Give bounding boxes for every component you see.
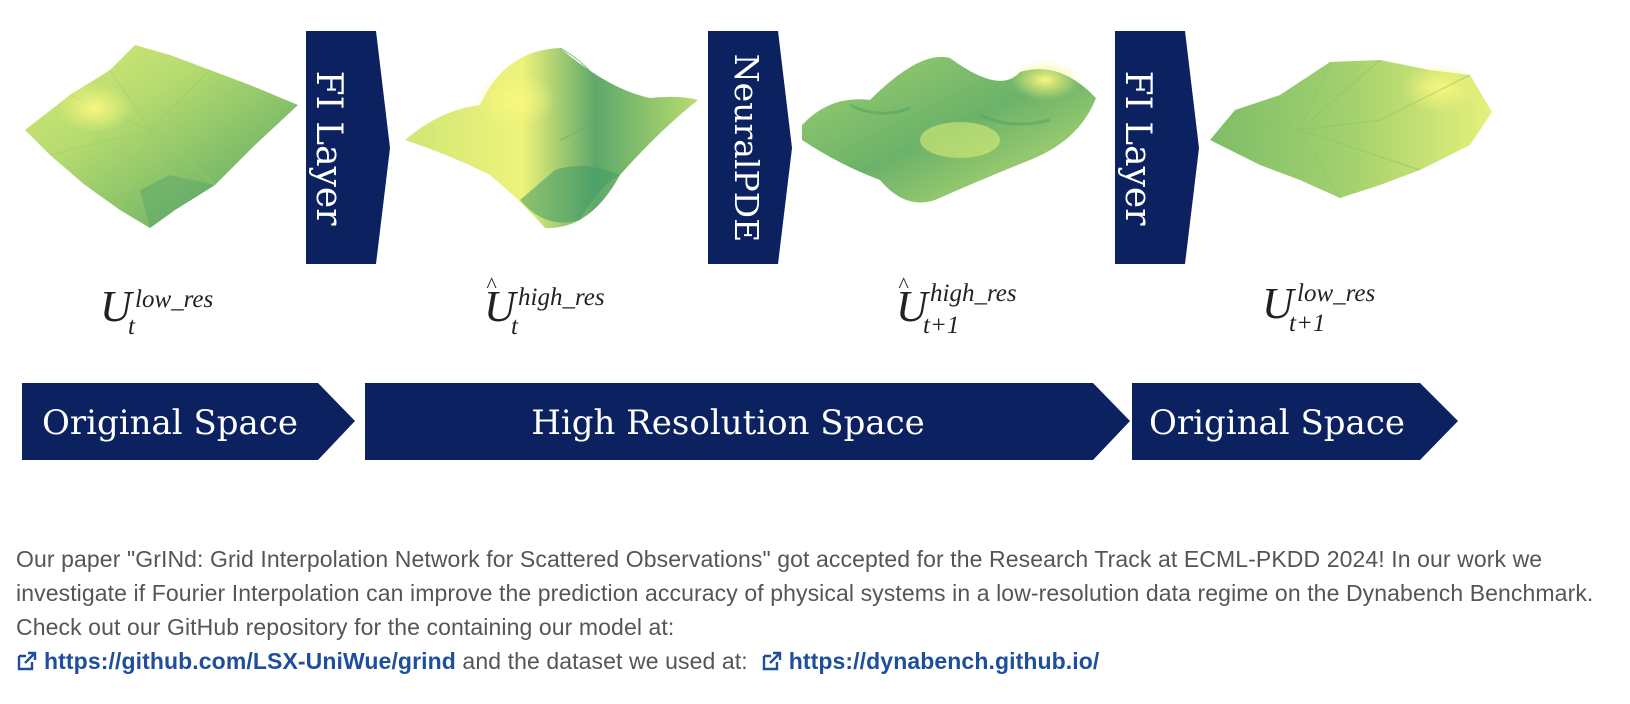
grind-pipeline-diagram: FI Layer NeuralPDE FI Layer U low_res t … — [22, 31, 1492, 460]
fi-layer-label-1: FI Layer — [308, 71, 349, 227]
fi-layer-label-2: FI Layer — [1117, 71, 1158, 227]
github-repo-link-text: https://github.com/LSX-UniWue/grind — [44, 648, 456, 674]
state-label-3: U ^ high_res t+1 — [896, 272, 1017, 339]
svg-text:U: U — [896, 282, 931, 331]
svg-text:U: U — [100, 282, 135, 331]
dynabench-link-text: https://dynabench.github.io/ — [788, 648, 1100, 674]
fi-layer-block-1: FI Layer — [306, 31, 390, 264]
svg-text:High Resolution Space: High Resolution Space — [531, 403, 925, 443]
caption-text-dataset: and the dataset we used at: — [462, 648, 748, 674]
state-label-2: U ^ high_res t — [484, 272, 605, 340]
svg-text:t: t — [128, 313, 136, 340]
svg-text:high_res: high_res — [930, 280, 1017, 307]
dynabench-link[interactable]: https://dynabench.github.io/ — [761, 648, 1100, 674]
svg-text:low_res: low_res — [135, 286, 213, 313]
neuralpde-label: NeuralPDE — [727, 54, 766, 242]
fi-layer-block-2: FI Layer — [1115, 31, 1199, 264]
svg-text:U: U — [484, 282, 519, 331]
svg-text:Original Space: Original Space — [1149, 403, 1405, 443]
state-label-1: U low_res t — [100, 282, 213, 340]
svg-text:high_res: high_res — [518, 284, 605, 311]
svg-text:Original Space: Original Space — [42, 403, 298, 443]
hat-accent: ^ — [898, 272, 909, 297]
space-banner-high-resolution: High Resolution Space — [365, 383, 1130, 460]
svg-text:t+1: t+1 — [1289, 310, 1325, 337]
state-label-4: U low_res t+1 — [1262, 279, 1375, 337]
external-link-icon — [761, 650, 785, 672]
svg-text:t+1: t+1 — [923, 312, 959, 339]
space-banner-original-2: Original Space — [1132, 383, 1458, 460]
svg-text:low_res: low_res — [1297, 280, 1375, 307]
surface-plot-low-res-t-plus-1 — [1210, 59, 1492, 199]
svg-text:U: U — [1262, 279, 1297, 328]
hat-accent: ^ — [486, 272, 497, 297]
external-link-icon — [16, 650, 40, 672]
surface-plot-high-res-t-plus-1 — [802, 56, 1096, 203]
caption-paragraph: Our paper "GrINd: Grid Interpolation Net… — [16, 542, 1596, 678]
surface-plot-low-res-t — [25, 45, 298, 228]
neuralpde-block: NeuralPDE — [708, 31, 792, 264]
svg-text:t: t — [511, 313, 519, 340]
caption-text-intro: Our paper "GrINd: Grid Interpolation Net… — [16, 546, 1594, 640]
surface-plot-high-res-t — [405, 47, 698, 229]
space-banner-original-1: Original Space — [22, 383, 355, 460]
github-repo-link[interactable]: https://github.com/LSX-UniWue/grind — [16, 648, 456, 674]
